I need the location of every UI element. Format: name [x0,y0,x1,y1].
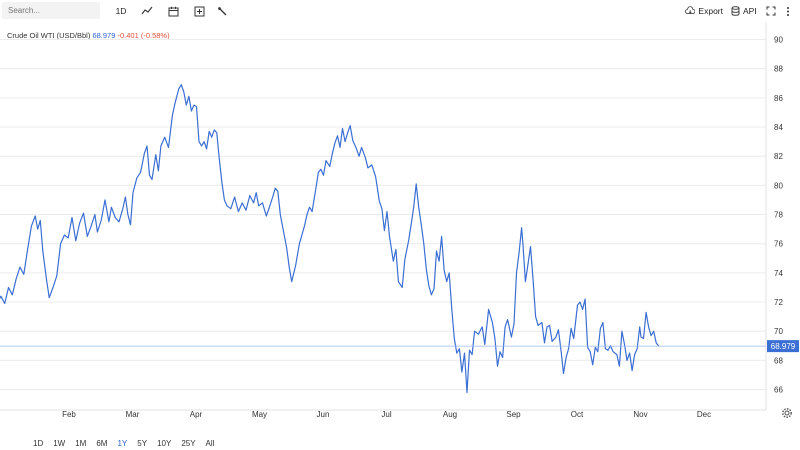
export-button[interactable]: Export [685,3,723,19]
calendar-icon[interactable] [165,3,181,19]
cloud-download-icon [685,6,696,14]
range-1m[interactable]: 1M [75,439,87,448]
y-tick-label: 78 [774,211,783,220]
y-tick-label: 80 [774,181,783,190]
x-tick-label: Feb [62,410,76,419]
y-tick-label: 90 [774,36,783,45]
series-line [0,84,660,394]
legend-value: 68.979 [92,31,116,40]
y-tick-label: 88 [774,65,783,74]
more-vertical-icon[interactable] [783,3,793,19]
chart-grid [0,22,767,411]
range-1w[interactable]: 1W [53,439,66,448]
y-tick-label: 82 [774,152,783,161]
y-tick-label: 68 [774,356,783,365]
y-tick-label: 86 [774,94,783,103]
x-tick-label: Oct [571,410,584,419]
export-label: Export [698,6,723,16]
x-tick-label: May [252,410,267,419]
x-tick-label: Apr [190,410,203,419]
x-tick-label: Sep [506,410,521,419]
x-tick-label: Jul [381,410,391,419]
range-1d[interactable]: 1D [33,439,44,448]
x-tick-label: Mar [126,410,140,419]
x-tick-label: Dec [697,410,711,419]
y-axis: 66 68 70 72 74 76 78 80 82 84 86 88 90 [774,36,783,395]
last-price-tag [767,340,799,353]
x-tick-label: Aug [443,410,457,419]
settings-gear-icon[interactable] [781,406,793,418]
interval-button[interactable]: 1D [115,6,127,16]
draw-tools-icon[interactable] [214,3,230,19]
x-axis: Feb Mar Apr May Jun Jul Aug Sep Oct Nov Dec [62,410,711,419]
add-indicator-icon[interactable] [191,3,207,19]
x-tick-label: Nov [633,410,647,419]
price-chart[interactable]: 66 68 70 72 74 76 78 80 82 84 86 88 90 Feb Mar Apr May J… [0,22,800,434]
y-tick-label: 72 [774,298,783,307]
fullscreen-icon[interactable] [764,3,778,19]
range-6m[interactable]: 6M [96,439,108,448]
y-tick-label: 70 [774,327,783,336]
toolbar: 1D Export API [0,0,800,22]
y-tick-label: 66 [774,386,783,395]
line-chart-icon[interactable] [139,3,155,19]
y-tick-label: 74 [774,269,783,278]
database-icon [731,6,740,16]
range-all[interactable]: All [205,439,215,448]
range-5y[interactable]: 5Y [137,439,148,448]
last-price-label: 68.979 [771,342,796,351]
range-25y[interactable]: 25Y [181,439,196,448]
api-button[interactable]: API [731,3,757,19]
range-selector: 1D 1W 1M 6M 1Y 5Y 10Y 25Y All [28,438,219,450]
x-tick-label: Jun [317,410,330,419]
legend-name: Crude Oil WTI (USD/Bbl) [7,31,91,40]
chart-legend: Crude Oil WTI (USD/Bbl) 68.979 -0.401 (-… [7,31,170,40]
range-10y[interactable]: 10Y [157,439,172,448]
search-input[interactable] [2,2,100,19]
api-label: API [743,6,757,16]
range-1y[interactable]: 1Y [117,439,128,448]
legend-change: -0.401 (-0.58%) [117,31,170,40]
price-tag-area: 68.979 [0,340,799,353]
series-area [0,84,660,394]
y-tick-label: 76 [774,240,783,249]
y-tick-label: 84 [774,123,783,132]
